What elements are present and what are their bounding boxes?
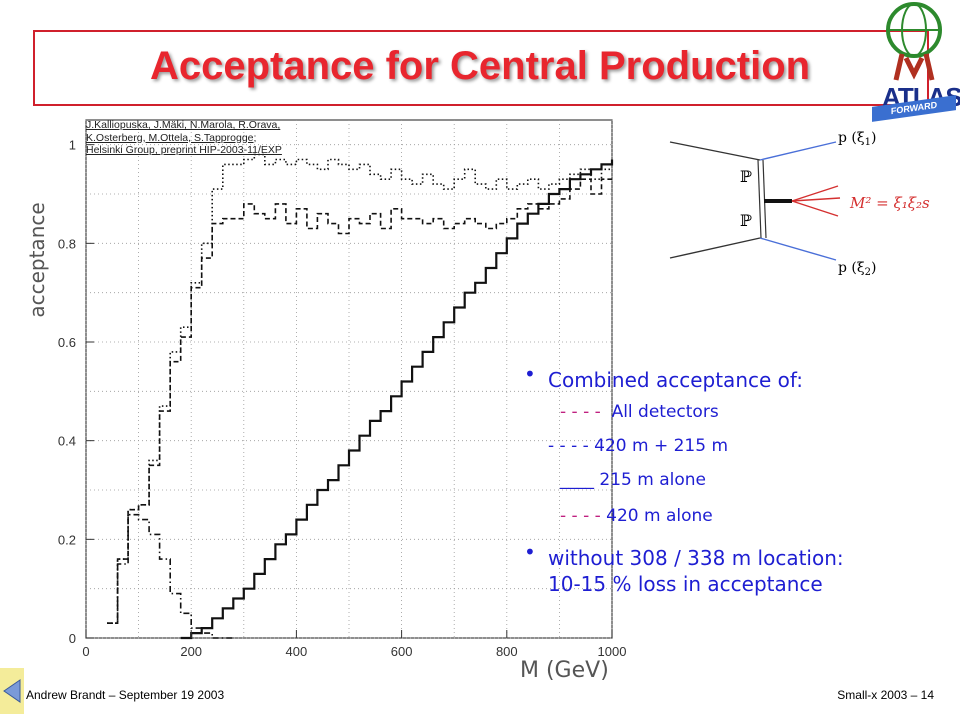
y-tick-label: 0.8 bbox=[58, 236, 76, 251]
legend-label: All detectors bbox=[611, 402, 719, 422]
bullet-without-308: without 308 / 338 m location: bbox=[548, 546, 844, 570]
y-tick-label: 1 bbox=[69, 138, 76, 153]
footer-page: Small-x 2003 – 14 bbox=[837, 688, 934, 702]
legend-marker: - - - - bbox=[560, 402, 601, 422]
central-production-diagram: p (ξ1) p (ξ2) ℙ ℙ M² = ξ₁ξ₂s bbox=[669, 130, 930, 278]
x-tick-label: 200 bbox=[180, 644, 202, 659]
slide-title: Acceptance for Central Production bbox=[149, 44, 811, 88]
bullet-loss: 10-15 % loss in acceptance bbox=[548, 572, 823, 596]
x-tick-label: 800 bbox=[496, 644, 518, 659]
series-215-m-alone bbox=[180, 159, 614, 640]
legend-label: 420 m alone bbox=[606, 506, 713, 526]
x-tick-label: 1000 bbox=[598, 644, 627, 659]
reference-line: K.Osterberg, M.Ottela, S.Tapprogge; bbox=[86, 131, 257, 144]
y-tick-label: 0.4 bbox=[58, 434, 76, 449]
x-tick-label: 400 bbox=[286, 644, 308, 659]
legend-marker: - - - - bbox=[548, 436, 589, 456]
legend-label: 215 m alone bbox=[599, 470, 706, 490]
atlas-logo bbox=[886, 2, 942, 81]
series-all-detectors bbox=[107, 153, 612, 624]
x-axis-label: M (GeV) bbox=[520, 658, 609, 683]
legend-item-215-alone: ____ 215 m alone bbox=[560, 470, 706, 490]
pomeron-1-label: ℙ bbox=[740, 167, 752, 186]
y-axis-label: acceptance bbox=[25, 202, 49, 317]
proton-1-label: p (ξ1) bbox=[838, 130, 876, 148]
y-tick-label: 0.2 bbox=[58, 532, 76, 547]
y-tick-label: 0 bbox=[69, 631, 76, 646]
y-tick-label: 0.6 bbox=[58, 335, 76, 350]
reference-line: J.Kalliopuska, J.Mäki, N.Marola, R.Orava… bbox=[86, 119, 281, 131]
reference-line: Helsinki Group, preprint HIP-2003-11/EXP bbox=[86, 144, 282, 156]
legend-marker: ____ bbox=[560, 470, 594, 490]
x-tick-label: 0 bbox=[82, 644, 89, 659]
legend-item-all-detectors: - - - - All detectors bbox=[560, 402, 719, 422]
legend-marker: - - - - bbox=[560, 506, 601, 526]
bullet-dot: • bbox=[524, 362, 536, 386]
bullet-combined-acceptance: Combined acceptance of: bbox=[548, 368, 803, 392]
legend-item-420-215: - - - - 420 m + 215 m bbox=[548, 436, 728, 456]
back-arrow-icon bbox=[3, 679, 21, 703]
series-420-m-215-m bbox=[107, 178, 612, 624]
pomeron-2-label: ℙ bbox=[740, 211, 752, 230]
legend-item-420-alone: - - - - 420 m alone bbox=[560, 506, 713, 526]
footer-author: Andrew Brandt – September 19 2003 bbox=[26, 688, 225, 702]
x-tick-label: 600 bbox=[391, 644, 413, 659]
series-420-m-alone bbox=[107, 513, 234, 639]
proton-2-label: p (ξ2) bbox=[838, 260, 876, 278]
reference-citation: J.Kalliopuska, J.Mäki, N.Marola, R.Orava… bbox=[86, 119, 322, 157]
bullet-dot: • bbox=[524, 540, 536, 564]
back-button[interactable] bbox=[0, 668, 24, 714]
legend-label: 420 m + 215 m bbox=[594, 436, 729, 456]
mass-formula: M² = ξ₁ξ₂s bbox=[849, 194, 930, 212]
